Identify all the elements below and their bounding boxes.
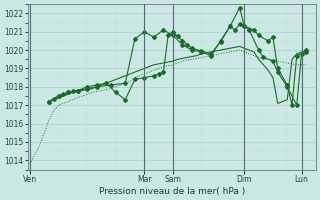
X-axis label: Pression niveau de la mer( hPa ): Pression niveau de la mer( hPa ) — [99, 187, 245, 196]
